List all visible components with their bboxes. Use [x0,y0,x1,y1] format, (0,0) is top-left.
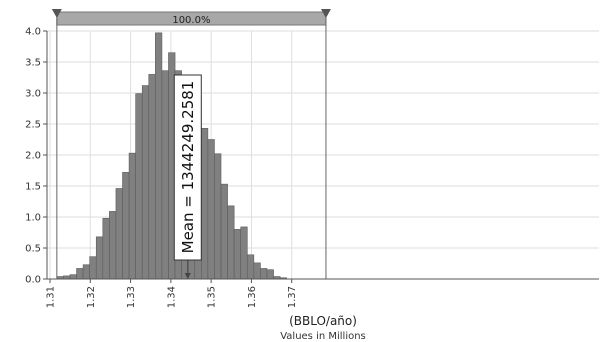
histogram-bar [122,172,130,280]
histogram-bar [220,183,228,280]
range-band: 100.0% [51,9,331,279]
histogram-bar [95,236,104,280]
histogram-bar [266,269,274,280]
x-tick-label: 1.32 [86,286,97,308]
histogram-bar [102,217,110,280]
x-tick-label: 1.36 [247,286,258,308]
y-tick-label: 2.5 [25,120,41,131]
x-axis-title: (BBLO/año) [289,314,357,328]
histogram-bar [207,139,215,280]
histogram-bar [76,268,84,280]
histogram-bar [201,128,209,280]
histogram-bar [260,268,268,280]
histogram-bar [115,188,123,280]
histogram-bar [155,32,163,280]
x-tick-label: 1.34 [166,286,177,308]
y-tick-label: 2.0 [25,151,41,162]
x-tick-label: 1.33 [126,286,137,308]
histogram-bar [227,205,235,280]
y-tick-labels: 0.0 0.5 1.0 1.5 2.0 2.5 3.0 3.5 4.0 [25,27,47,286]
y-tick-label: 0.5 [25,244,41,255]
y-tick-label: 3.5 [25,58,41,69]
y-tick-label: 1.5 [25,182,41,193]
mean-label: Mean = 1344249.2581 [179,81,197,254]
histogram-bar [214,153,222,280]
x-tick-label: 1.37 [287,286,298,308]
histogram-bar [246,254,255,280]
histogram-bar [141,85,150,280]
histogram-bar [148,74,156,280]
x-tick-labels: 1.31 1.32 1.33 1.34 1.35 1.36 1.37 [46,279,298,308]
histogram-bar [89,256,97,280]
histogram-bar [128,152,136,280]
mean-arrow-icon [184,273,191,279]
histogram-bar [109,211,117,280]
range-band-label: 100.0% [172,15,210,26]
histogram-bar [240,226,248,280]
y-tick-label: 4.0 [25,27,41,38]
mean-marker[interactable]: Mean = 1344249.2581 [173,74,202,279]
histogram-bar [135,93,143,280]
histogram-bar [233,229,242,280]
y-tick-label: 1.0 [25,213,41,224]
y-tick-label: 3.0 [25,89,41,100]
x-tick-label: 1.35 [207,286,218,308]
histogram-bar [69,274,77,280]
y-tick-label: 0.0 [25,275,41,286]
x-axis-subtitle: Values in Millions [280,331,366,342]
histogram-bar [253,262,261,280]
histogram-bar [82,264,90,280]
mean-label-box [173,74,202,261]
left-range-slider-icon[interactable] [51,9,62,18]
x-tick-label: 1.31 [46,286,57,308]
right-range-slider-icon[interactable] [320,9,331,18]
histogram-bar [161,70,169,280]
